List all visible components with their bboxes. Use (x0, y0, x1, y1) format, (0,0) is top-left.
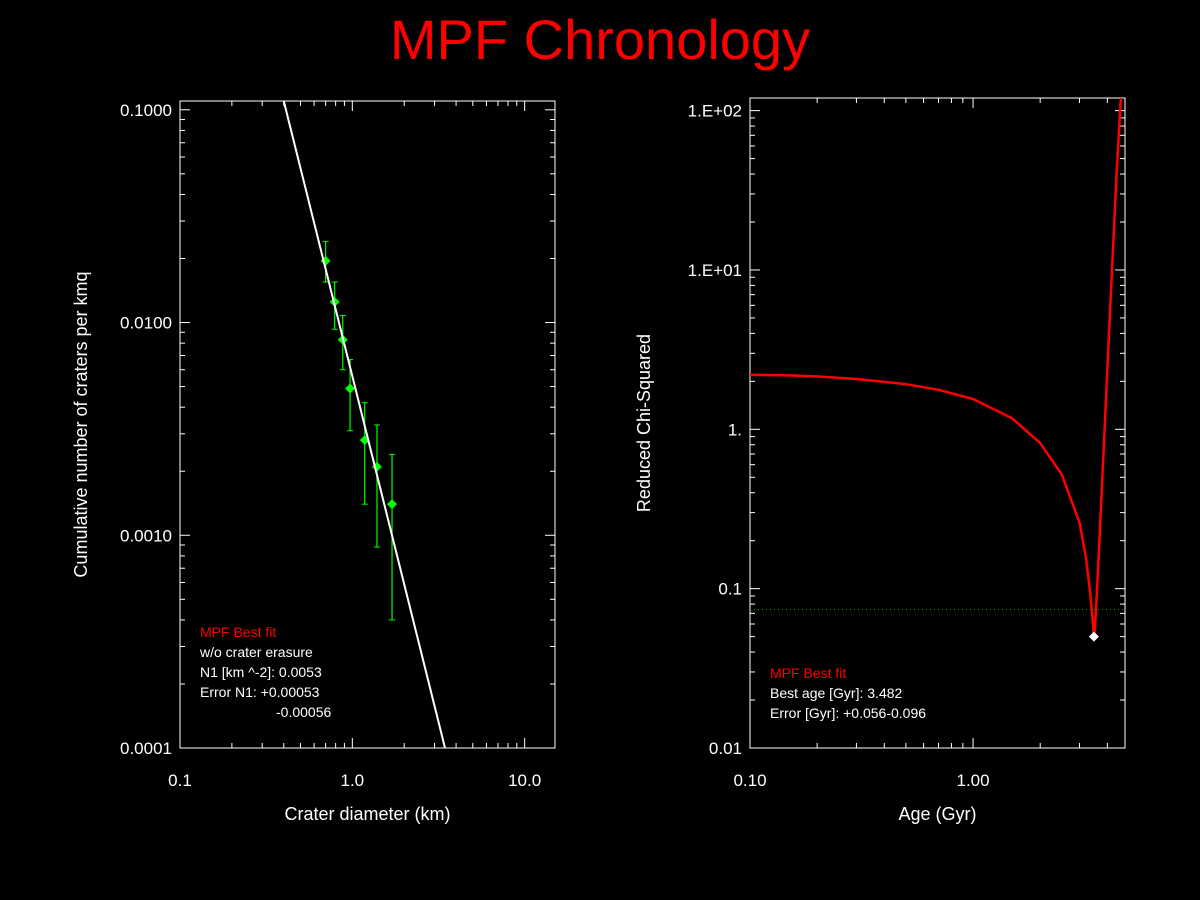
x-tick-label: 0.10 (733, 771, 766, 790)
annotation-line: -0.00056 (276, 704, 331, 720)
annotation-heading: MPF Best fit (200, 624, 276, 640)
x-tick-label: 10.0 (508, 771, 541, 790)
annotation-line: Best age [Gyr]: 3.482 (770, 685, 903, 701)
annotation-line: Error N1: +0.00053 (200, 684, 320, 700)
annotation-line: N1 [km ^-2]: 0.0053 (200, 664, 322, 680)
annotation-line: w/o crater erasure (199, 644, 313, 660)
plot-1: 0.1 1.0 10.0 0.0001 0.0010 0.0100 0.1000 Crater… (71, 100, 556, 824)
page-title: MPF Chronology (389, 8, 811, 71)
y-tick-label: 0.0001 (120, 739, 172, 758)
best-fit-marker (1088, 631, 1099, 642)
chi-squared-curve (750, 98, 1123, 638)
y-tick-label: 1.E+01 (688, 261, 742, 280)
plot-frame (749, 97, 1126, 749)
plot-2: 0.10 1.00 0.01 0.1 1. 1.E+01 1.E+02 Age (Gyr) Re… (634, 97, 1126, 824)
y-tick-label: 0.1 (718, 580, 742, 599)
fit-line (282, 101, 446, 748)
plot-frame (179, 100, 556, 749)
y-tick-label: 1. (728, 420, 742, 439)
x-axis-title: Crater diameter (km) (284, 804, 450, 824)
y-axis-title: Cumulative number of craters per kmq (71, 271, 91, 577)
y-tick-label: 1.E+02 (688, 102, 742, 121)
plot-area (750, 98, 1125, 642)
x-tick-label: 1.0 (341, 771, 365, 790)
x-tick-label: 0.1 (168, 771, 192, 790)
x-tick-label: 1.00 (957, 771, 990, 790)
y-tick-label: 0.0100 (120, 314, 172, 333)
annotation-heading: MPF Best fit (770, 665, 846, 681)
y-tick-label: 0.01 (709, 739, 742, 758)
y-tick-label: 0.1000 (120, 101, 172, 120)
annotation-line: Error [Gyr]: +0.056-0.096 (770, 705, 926, 721)
y-tick-label: 0.0010 (120, 526, 172, 545)
y-axis-title: Reduced Chi-Squared (634, 334, 654, 512)
plot-area (282, 101, 446, 748)
x-axis-title: Age (Gyr) (898, 804, 976, 824)
data-point-diamond (345, 383, 356, 394)
data-point-diamond (387, 499, 398, 510)
